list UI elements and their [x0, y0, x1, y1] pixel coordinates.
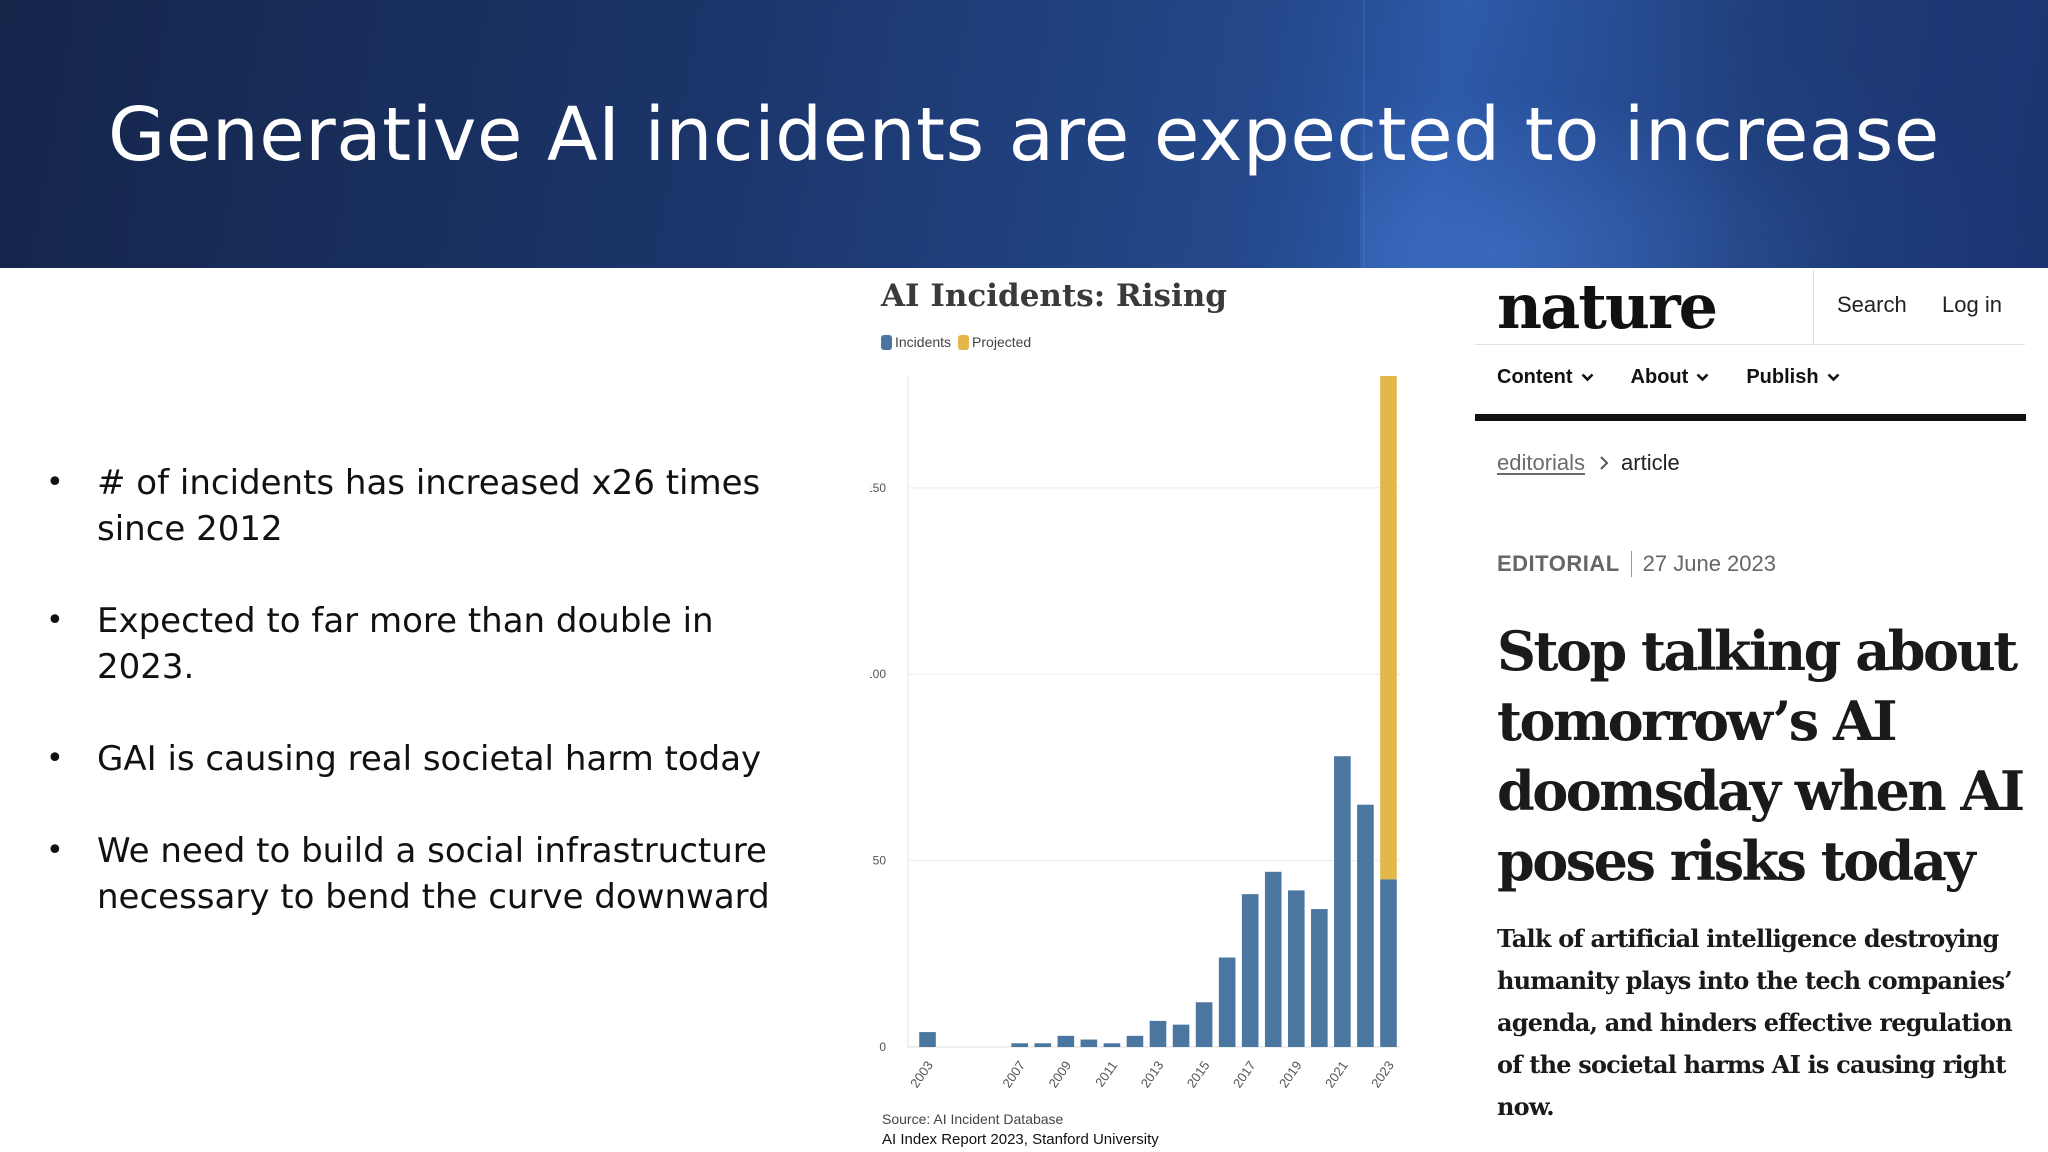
nav-content[interactable]: Content	[1497, 366, 1594, 389]
y-tick-label: 50	[873, 854, 887, 868]
chevron-down-icon	[1827, 373, 1839, 382]
chevron-down-icon	[1581, 373, 1593, 382]
chevron-right-icon	[1600, 456, 1609, 470]
bar-incidents-2008	[1034, 1043, 1052, 1047]
bullet-dot: •	[46, 603, 64, 638]
nav-content-label: Content	[1497, 366, 1573, 388]
bar-projected-2023	[1380, 376, 1397, 880]
chart-source: Source: AI Incident Database	[882, 1111, 1064, 1127]
bullet-text: GAI is causing real societal harm today	[97, 739, 762, 779]
breadcrumb: editorials article	[1497, 450, 1680, 476]
y-tick-label: 150	[870, 481, 886, 495]
x-tick-label: 2011	[1092, 1058, 1120, 1090]
bullet-dot: •	[46, 465, 64, 500]
breadcrumb-current: article	[1621, 450, 1680, 475]
x-tick-label: 2023	[1368, 1058, 1397, 1090]
nature-nav: Content About Publish	[1497, 366, 1877, 389]
bullet-text: Expected to far more than double in 2023…	[97, 601, 714, 687]
legend-label-incidents: Incidents	[895, 334, 952, 350]
article-date: 27 June 2023	[1642, 551, 1776, 576]
bullet-text: We need to build a social infrastructure…	[97, 831, 770, 917]
legend-swatch-incidents	[881, 334, 892, 350]
x-tick-label: 2019	[1276, 1058, 1305, 1090]
bullet-item: • We need to build a social infrastructur…	[46, 828, 806, 920]
slide-title: Generative AI incidents are expected to …	[108, 92, 1940, 178]
header-divider	[1363, 0, 1365, 268]
article-meta: EDITORIAL 27 June 2023	[1497, 551, 1776, 577]
legend-item-incidents: Incidents	[881, 334, 951, 350]
chart-legend: Incidents Projected	[881, 334, 1038, 350]
bar-incidents-2023	[1380, 879, 1397, 1047]
nature-article-panel: nature Search Log in Content About Publi…	[1475, 268, 2048, 1152]
bar-incidents-2010	[1080, 1039, 1098, 1047]
bar-incidents-2020	[1311, 909, 1328, 1047]
x-tick-label: 2003	[907, 1058, 936, 1090]
bar-incidents-2015	[1195, 1002, 1213, 1047]
bar-incidents-2016	[1218, 957, 1236, 1047]
nature-logo[interactable]: nature	[1497, 270, 1718, 343]
x-tick-label: 2009	[1045, 1058, 1074, 1090]
bullet-list: • # of incidents has increased x26 times …	[46, 460, 806, 920]
bar-incidents-2018	[1264, 871, 1282, 1047]
bar-incidents-2021	[1334, 756, 1351, 1047]
bullet-dot: •	[46, 741, 64, 776]
bar-incidents-2019	[1287, 890, 1305, 1047]
article-standfirst: Talk of artificial intelligence destroyi…	[1497, 924, 2013, 1121]
bar-incidents-2011	[1103, 1043, 1121, 1047]
nav-about[interactable]: About	[1631, 366, 1710, 389]
bar-incidents-2013	[1149, 1020, 1167, 1047]
bullet-text: # of incidents has increased x26 times s…	[97, 463, 761, 549]
bar-incidents-2007	[1011, 1043, 1029, 1047]
header-glow	[1360, 0, 2048, 268]
header-divider	[1813, 270, 1814, 344]
bar-incidents-2009	[1057, 1035, 1075, 1047]
article-type: EDITORIAL	[1497, 551, 1620, 576]
meta-divider	[1630, 551, 1632, 577]
y-tick-label: 0	[879, 1040, 886, 1054]
x-tick-label: 2013	[1138, 1058, 1167, 1090]
bullet-item: • GAI is causing real societal harm today	[46, 736, 806, 782]
x-tick-label: 2015	[1184, 1058, 1213, 1090]
bar-incidents-2022	[1357, 804, 1374, 1047]
login-link[interactable]: Log in	[1942, 292, 2002, 317]
chart-title: AI Incidents: Rising	[881, 278, 1227, 314]
x-tick-label: 2021	[1322, 1058, 1351, 1090]
chevron-down-icon	[1696, 373, 1709, 382]
legend-swatch-projected	[958, 334, 970, 350]
article-headline: Stop talking about tomorrow’s AI doomsda…	[1497, 619, 2025, 893]
bar-incidents-2003	[919, 1032, 936, 1047]
legend-item-projected: Projected	[958, 334, 1031, 350]
nav-underline-bar	[1475, 414, 2026, 421]
nav-about-label: About	[1630, 366, 1689, 388]
bar-incidents-2012	[1126, 1035, 1144, 1047]
legend-label-projected: Projected	[972, 334, 1032, 350]
bar-incidents-2014	[1172, 1024, 1190, 1047]
x-tick-label: 2007	[999, 1058, 1028, 1090]
nav-publish-label: Publish	[1746, 366, 1819, 388]
search-link[interactable]: Search	[1837, 292, 1907, 317]
chart-report: AI Index Report 2023, Stanford Universit…	[882, 1131, 1159, 1148]
header-rule	[1475, 344, 2025, 345]
incidents-bar-chart: 0 50 100 150 2003 2007 2009 2011 2013 2015 2017 201…	[870, 376, 1400, 1090]
y-tick-label: 100	[870, 667, 886, 681]
breadcrumb-editorials-link[interactable]: editorials	[1497, 450, 1586, 475]
nav-publish[interactable]: Publish	[1746, 366, 1839, 389]
bullet-item: • Expected to far more than double in 202…	[46, 598, 806, 690]
bullet-dot: •	[46, 833, 64, 868]
x-tick-label: 2017	[1230, 1058, 1259, 1090]
bar-incidents-2017	[1241, 894, 1259, 1047]
slide-header: Generative AI incidents are expected to …	[0, 0, 2048, 268]
bullet-item: • # of incidents has increased x26 times …	[46, 460, 806, 552]
